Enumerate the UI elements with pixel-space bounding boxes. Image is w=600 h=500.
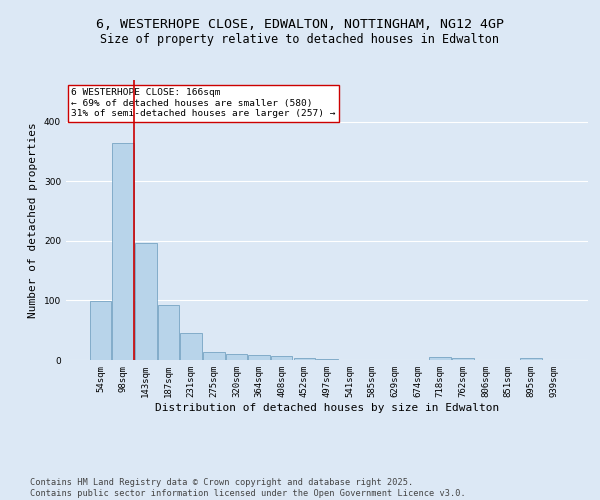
Text: Size of property relative to detached houses in Edwalton: Size of property relative to detached ho… [101, 32, 499, 46]
Bar [90, 301, 111, 360]
X-axis label: Distribution of detached houses by size in Edwalton: Distribution of detached houses by size … [155, 402, 499, 412]
Bar [226, 354, 247, 360]
Bar [452, 358, 473, 360]
Bar [248, 354, 270, 360]
Text: Contains HM Land Registry data © Crown copyright and database right 2025.
Contai: Contains HM Land Registry data © Crown c… [30, 478, 466, 498]
Bar [203, 352, 224, 360]
Bar [293, 358, 315, 360]
Y-axis label: Number of detached properties: Number of detached properties [28, 122, 38, 318]
Bar [135, 243, 157, 360]
Bar [430, 357, 451, 360]
Bar [181, 333, 202, 360]
Bar [112, 142, 134, 360]
Bar [520, 358, 542, 360]
Text: 6 WESTERHOPE CLOSE: 166sqm
← 69% of detached houses are smaller (580)
31% of sem: 6 WESTERHOPE CLOSE: 166sqm ← 69% of deta… [71, 88, 336, 118]
Text: 6, WESTERHOPE CLOSE, EDWALTON, NOTTINGHAM, NG12 4GP: 6, WESTERHOPE CLOSE, EDWALTON, NOTTINGHA… [96, 18, 504, 30]
Bar [271, 356, 292, 360]
Bar [158, 304, 179, 360]
